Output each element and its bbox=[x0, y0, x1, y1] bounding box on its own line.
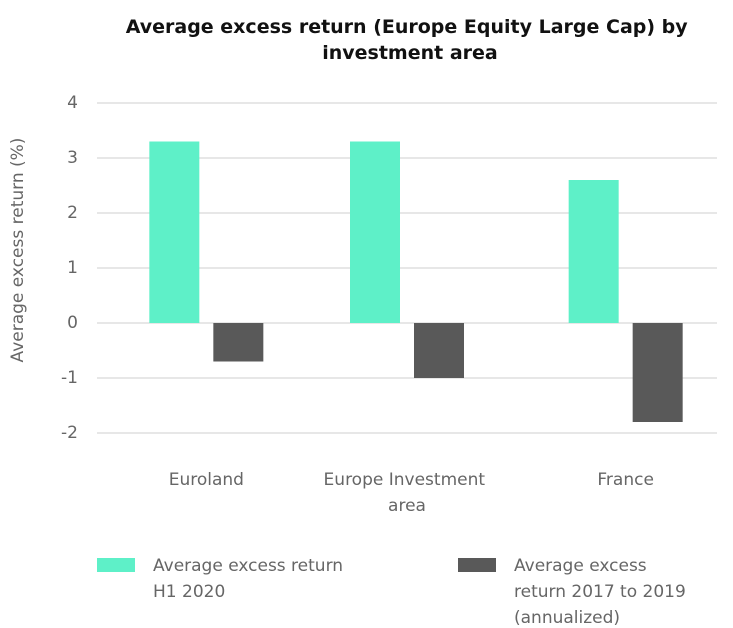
legend-label: Average excess return H1 2020 bbox=[153, 556, 348, 602]
legend-swatch bbox=[458, 558, 496, 572]
bar bbox=[213, 323, 264, 362]
y-tick-label: -2 bbox=[61, 423, 78, 443]
x-tick-label: Europe Investment area bbox=[324, 470, 491, 516]
bar bbox=[568, 180, 619, 323]
y-tick-label: -1 bbox=[61, 368, 78, 388]
y-tick-label: 2 bbox=[67, 203, 78, 223]
y-tick-label: 3 bbox=[67, 148, 78, 168]
legend-label: Average excess return 2017 to 2019 (annu… bbox=[514, 556, 691, 628]
x-tick-label: Euroland bbox=[169, 470, 244, 490]
y-axis-label: Average excess return (%) bbox=[8, 138, 28, 363]
bar bbox=[350, 141, 400, 323]
y-tick-label: 1 bbox=[67, 258, 78, 278]
legend-swatch bbox=[97, 558, 135, 572]
bar bbox=[632, 323, 683, 422]
y-tick-label: 0 bbox=[67, 313, 78, 333]
y-tick-label: 4 bbox=[67, 93, 78, 113]
bar bbox=[414, 323, 464, 378]
bar bbox=[149, 141, 200, 323]
chart-title: Average excess return (Europe Equity Lar… bbox=[126, 16, 695, 64]
x-tick-label: France bbox=[597, 470, 654, 490]
